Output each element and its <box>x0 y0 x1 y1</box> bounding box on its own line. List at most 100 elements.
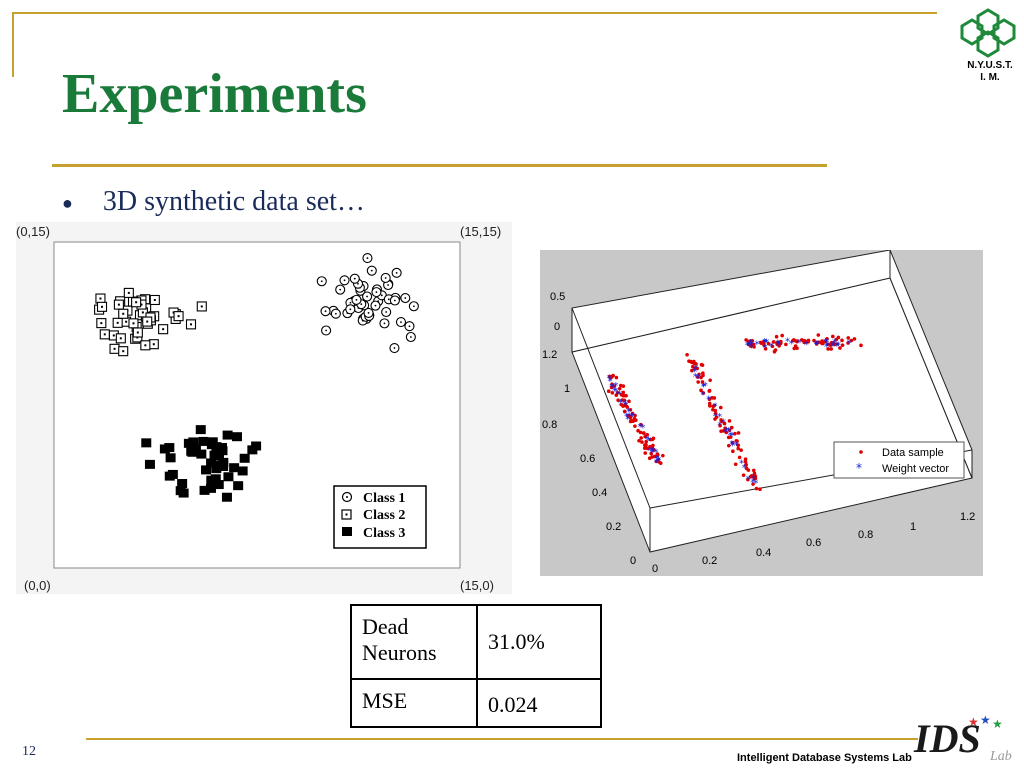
data-sample-point <box>778 339 783 344</box>
weight-vector-point: * <box>834 341 839 352</box>
data-sample-point <box>639 422 643 427</box>
weight-vector-points: ****************************************… <box>607 337 852 490</box>
table-cell-label: Dead Neurons <box>350 604 478 680</box>
class2-point-dot <box>162 328 165 331</box>
data-sample-point <box>645 446 650 451</box>
data-sample-point <box>739 448 743 452</box>
weight-vector-point: * <box>836 340 841 351</box>
data-sample-point <box>727 428 732 433</box>
data-sample-point <box>697 372 701 377</box>
data-sample-point <box>639 436 643 440</box>
class3-point <box>233 481 244 491</box>
data-sample-point <box>859 343 863 348</box>
legend-class2-label: Class 2 <box>363 508 405 523</box>
dead-neurons-value: 31.0% <box>488 629 545 654</box>
class1-point-dot <box>366 295 368 298</box>
class3-point <box>195 425 206 435</box>
data-sample-point <box>692 361 697 366</box>
weight-vector-point: * <box>609 382 614 393</box>
weight-vector-point: * <box>763 338 768 349</box>
data-sample-point <box>643 451 648 455</box>
data-sample-point <box>711 404 716 409</box>
weight-vector-point: * <box>613 381 618 392</box>
data-sample-point <box>640 440 644 444</box>
data-sample-point <box>846 341 850 345</box>
metrics-table: Dead Neurons 31.0% MSE 0.024 <box>350 604 602 728</box>
class1-point-dot <box>387 298 390 301</box>
class3-point <box>167 469 178 479</box>
table-row: MSE 0.024 <box>350 678 602 728</box>
x-tick-0.6: 0.6 <box>806 537 821 549</box>
class1-point-dot <box>393 347 396 349</box>
table-row: Dead Neurons 31.0% <box>350 604 602 680</box>
class1-point-dot <box>404 297 407 299</box>
weight-vector-point: * <box>618 398 623 409</box>
class1-point-dot <box>387 284 390 286</box>
logo-text-line1: N.Y.U.S.T. <box>967 60 1013 71</box>
weight-vector-point: * <box>717 420 722 431</box>
data-sample-point <box>746 477 750 482</box>
data-sample-point <box>814 342 819 346</box>
class1-point-dot <box>360 303 363 306</box>
weight-vector-point: * <box>750 477 755 488</box>
weight-vector-point: * <box>713 411 718 422</box>
class2-point-dot <box>101 305 104 308</box>
weight-vector-point: * <box>649 448 654 459</box>
weight-vector-point: * <box>693 363 698 374</box>
class3-point <box>223 472 234 482</box>
class2-point-dot <box>135 301 138 304</box>
weight-vector-point: * <box>706 394 711 405</box>
data-sample-point <box>701 391 706 395</box>
weight-vector-point: * <box>734 440 739 451</box>
weight-vector-point: * <box>724 426 729 437</box>
weight-vector-point: * <box>789 339 794 350</box>
data-sample-point <box>650 455 654 459</box>
weight-vector-point: * <box>751 473 756 484</box>
data-sample-point <box>626 414 631 418</box>
x-tick-1: 1 <box>910 521 916 533</box>
class1-point-dot <box>384 277 387 279</box>
legend-class3-marker <box>342 527 352 536</box>
data-sample-point <box>727 419 732 423</box>
data-sample-point <box>615 390 620 395</box>
data-sample-point <box>695 366 699 371</box>
class2-point-dot <box>125 320 128 323</box>
top-gold-rule <box>12 12 937 14</box>
legend-class3-label: Class 3 <box>363 526 405 541</box>
data-sample-point <box>741 473 746 477</box>
data-sample-point <box>835 342 839 346</box>
class1-point-dot <box>400 321 402 324</box>
class2-point-dot <box>146 320 149 323</box>
class1-point-dot <box>375 291 378 294</box>
data-sample-point <box>608 376 613 380</box>
weight-vector-point: * <box>622 399 627 410</box>
data-sample-point <box>610 391 615 395</box>
class3-point <box>206 440 217 450</box>
class3-points <box>141 425 262 502</box>
weight-vector-point: * <box>742 463 747 474</box>
data-sample-point <box>733 431 737 436</box>
weight-vector-point: * <box>769 342 774 353</box>
data-sample-point <box>628 407 633 412</box>
class3-point <box>159 444 170 454</box>
weight-vector-point: * <box>729 439 734 450</box>
mse-label: MSE <box>362 688 408 713</box>
corner-label-br: (15,0) <box>460 578 494 593</box>
weight-vector-point: * <box>653 448 658 459</box>
data-sample-point <box>806 338 811 343</box>
data-sample-point <box>751 468 756 473</box>
bullet-item: ● 3D synthetic data set… <box>62 186 365 218</box>
class-legend: Class 1 Class 2 Class 3 <box>333 485 427 549</box>
class1-point-dot <box>366 257 369 259</box>
data-sample-point <box>825 336 829 341</box>
weight-vector-point: * <box>832 337 837 348</box>
data-sample-point <box>619 402 624 407</box>
data-sample-point <box>644 439 649 444</box>
class3-point <box>239 453 250 463</box>
data-sample-point <box>737 455 742 460</box>
class2-point-dot <box>140 303 143 306</box>
weight-vector-point: * <box>646 435 651 446</box>
data-sample-point <box>852 337 857 341</box>
data-sample-point <box>651 436 656 441</box>
data-sample-point <box>792 338 797 343</box>
